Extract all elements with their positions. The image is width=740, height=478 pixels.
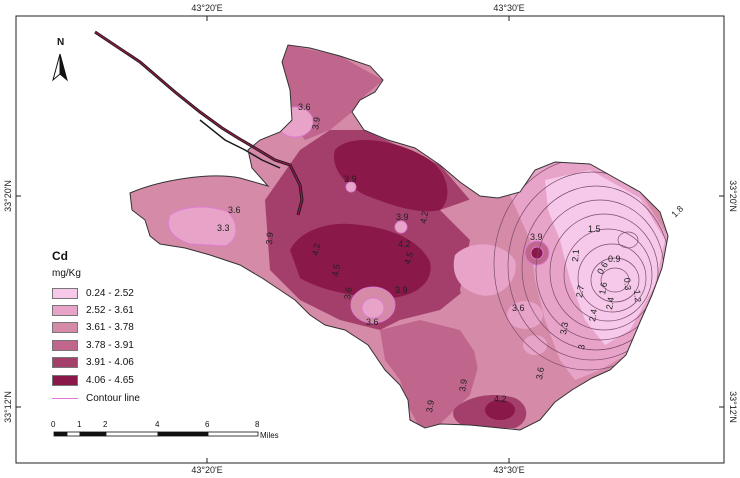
contour-label: 3.6: [298, 102, 311, 112]
zone-south-pocket-inner: [362, 298, 384, 318]
zone-north-small-low: [346, 182, 356, 192]
graticule-right-2: 33°12'N: [728, 391, 738, 423]
contour-label: 2.4: [587, 308, 599, 322]
contour-label: 3.9: [530, 232, 543, 242]
zone-east-low-2: [507, 301, 543, 329]
contour-label: 2.1: [570, 249, 581, 262]
contour-label: 2.7: [574, 284, 586, 298]
contour-label: 3.9: [457, 378, 469, 392]
graticule-ticks: [16, 16, 724, 463]
scale-bar: [53, 431, 259, 437]
zone-southeast-max: [485, 400, 515, 420]
contour-label: 3.6: [534, 366, 546, 380]
contour-label: 3.6: [366, 317, 379, 327]
contour-label: 3.6: [228, 205, 241, 215]
contour-label: 1.2: [632, 289, 643, 302]
zone-max-core-north: [334, 139, 448, 212]
river-branch: [199, 119, 281, 169]
scale-tick-label: 6: [205, 420, 210, 429]
scale-tick-label: 8: [255, 420, 260, 429]
zone-max-core-south: [290, 223, 431, 299]
contour-label: 4.5: [330, 263, 342, 277]
concentration-zones: [130, 45, 668, 428]
graticule-right-1: 33°20'N: [728, 180, 738, 212]
legend-item: 4.06 - 4.65: [52, 374, 134, 386]
scale-tick-label: 1: [77, 420, 82, 429]
graticule-top-1: 43°20'E: [191, 3, 222, 13]
legend-item: 3.91 - 4.06: [52, 356, 134, 368]
legend-item-label: 3.91 - 4.06: [86, 356, 134, 368]
graticule-bottom-2: 43°30'E: [493, 465, 524, 475]
legend-title: Cd: [52, 249, 68, 263]
legend-item-label: 3.78 - 3.91: [86, 339, 134, 351]
north-arrow-icon: [52, 53, 68, 82]
contour-label: 4.2: [418, 210, 430, 224]
graticule-bottom-1: 43°20'E: [191, 465, 222, 475]
legend-contour-item: Contour line: [52, 392, 140, 404]
contour-label: 1.6: [597, 281, 609, 295]
contour-label: 3: [576, 344, 587, 351]
contour-label: 0.3: [622, 277, 633, 290]
contour-label: 3.9: [264, 232, 275, 245]
contour-label: 2.4: [604, 296, 616, 310]
scale-unit-label: Miles: [260, 431, 279, 440]
contour-label: 4.5: [402, 251, 415, 266]
legend-item: 2.52 - 3.61: [52, 304, 134, 316]
legend-item-label: 0.24 - 2.52: [86, 287, 134, 299]
zone-west-low: [168, 207, 236, 246]
legend-item: 3.78 - 3.91: [52, 339, 134, 351]
zone-center-low-spot: [395, 221, 407, 233]
legend-swatch: [52, 356, 78, 368]
graticule-left-2: 33°12'N: [3, 391, 13, 423]
scale-tick-label: 4: [155, 420, 160, 429]
zone-east-low-3: [523, 335, 547, 355]
legend-swatch: [52, 287, 78, 299]
graticule-left-1: 33°20'N: [3, 180, 13, 212]
legend-item: 0.24 - 2.52: [52, 287, 134, 299]
contour-label: 3.9: [395, 285, 408, 295]
river-inner: [94, 31, 303, 216]
legend-swatch: [52, 339, 78, 351]
legend-swatch: [52, 304, 78, 316]
north-label: N: [57, 37, 65, 48]
contour-label: 4.2: [398, 239, 411, 249]
contour-label: 3.6: [512, 303, 525, 313]
study-area-outline: [129, 44, 669, 431]
contour-label: 3.9: [310, 116, 322, 130]
legend-item-label: 4.06 - 4.65: [86, 374, 134, 386]
contour-label: 1.5: [588, 224, 601, 234]
zone-east-low-1: [453, 244, 516, 296]
legend-unit: mg/Kg: [52, 268, 81, 279]
contour-label: 3.3: [558, 321, 570, 335]
contour-label: 4.2: [494, 394, 507, 404]
contour-label: 0.9: [608, 254, 621, 264]
legend-swatch: [52, 374, 78, 386]
contour-label: 3.9: [424, 399, 436, 413]
zone-south-lobe: [380, 320, 480, 428]
contour-label: 3.9: [396, 212, 409, 222]
contour-line-swatch: [52, 397, 78, 399]
graticule-top-2: 43°30'E: [493, 3, 524, 13]
legend-item-label: 2.52 - 3.61: [86, 304, 134, 316]
legend-contour-label: Contour line: [86, 392, 140, 404]
scale-tick-label: 0: [51, 420, 56, 429]
legend-swatch: [52, 321, 78, 333]
east-contours: [493, 157, 668, 371]
contour-labels: 3.6 3.9 3.9 3.6 3.3 3.9 3.9 4.2 4.2 4.5 …: [217, 102, 685, 413]
contour-label: 3.9: [344, 174, 357, 184]
contour-label: 3.3: [217, 223, 230, 233]
contour-label: 4.2: [310, 242, 322, 256]
legend-item-label: 3.61 - 3.78: [86, 321, 134, 333]
legend-item: 3.61 - 3.78: [52, 321, 134, 333]
contour-label: 3.6: [342, 286, 354, 300]
zone-east-min-region: [545, 170, 665, 345]
zone-east-hotspot-core: [531, 247, 543, 259]
scale-tick-label: 2: [103, 420, 108, 429]
